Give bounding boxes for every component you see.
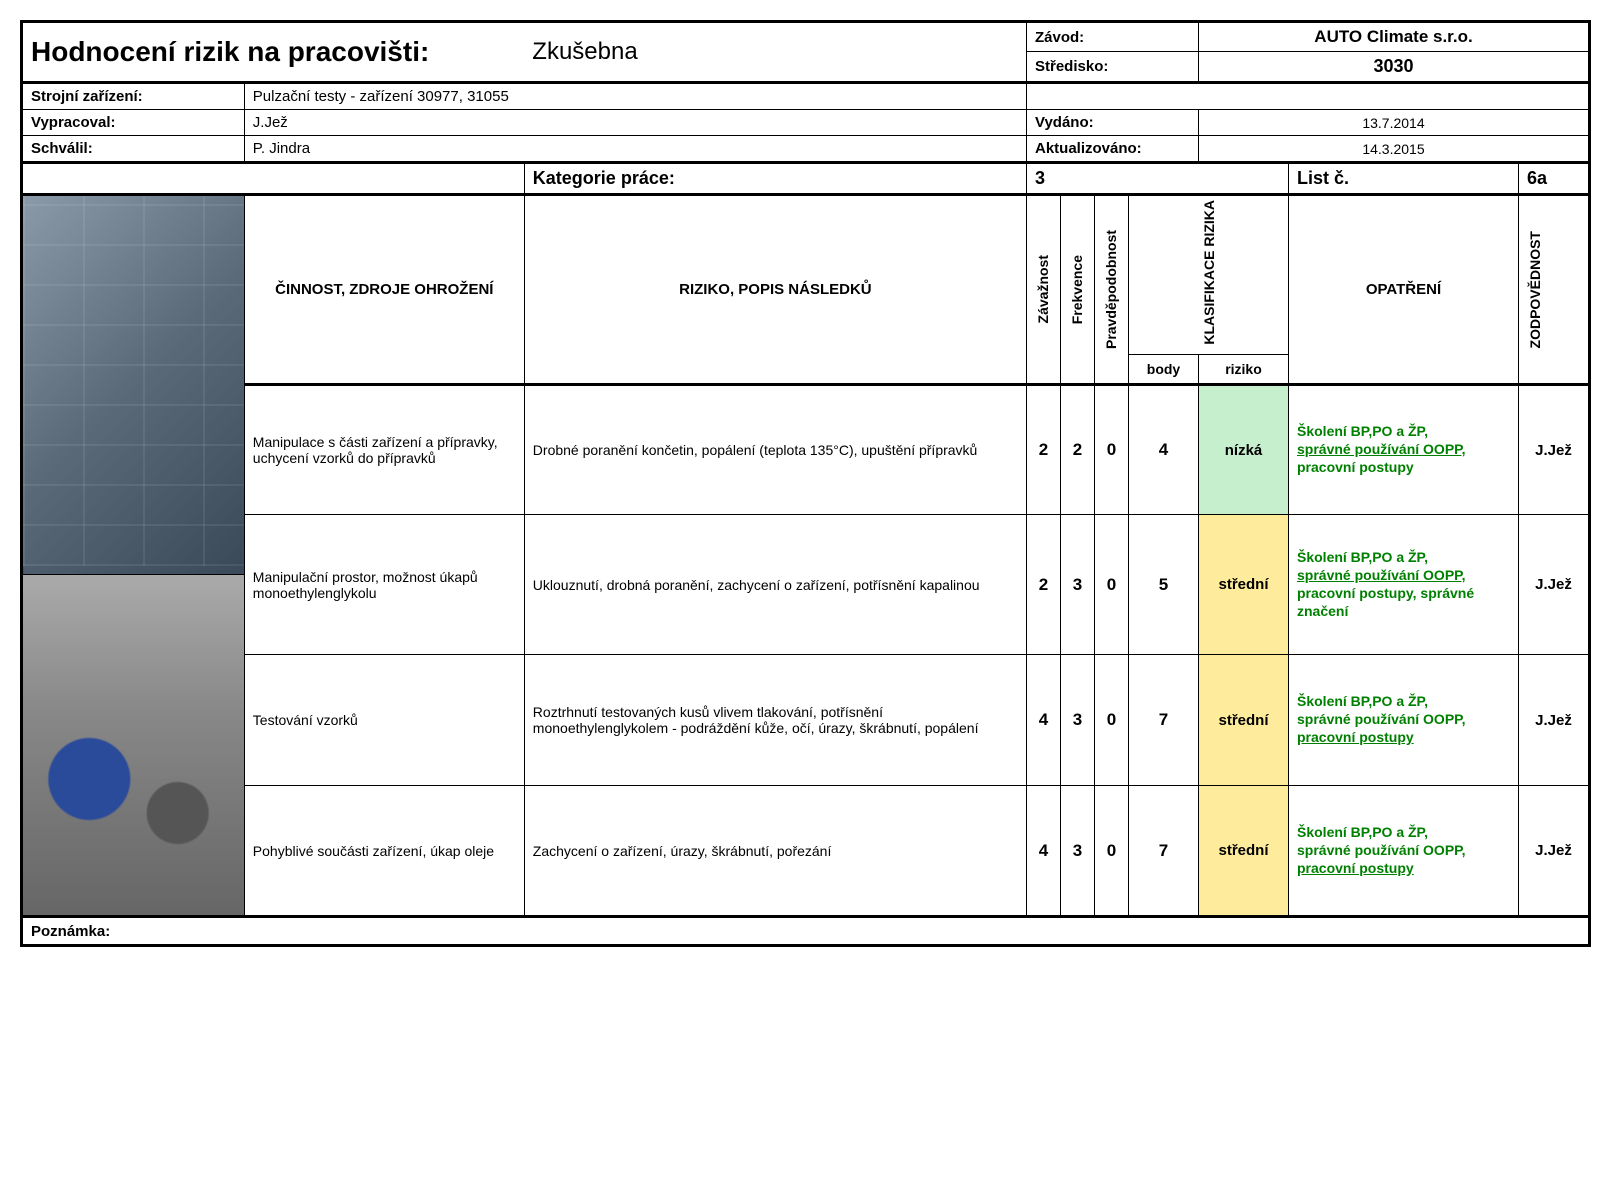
- equipment-image-top: [23, 195, 245, 575]
- vypracoval-label: Vypracoval:: [23, 110, 245, 136]
- activity-cell: Pohyblivé součásti zařízení, úkap oleje: [244, 786, 524, 917]
- frequency-cell: 3: [1061, 786, 1095, 917]
- activity-cell: Manipulační prostor, možnost úkapů monoe…: [244, 515, 524, 655]
- col-activity: ČINNOST, ZDROJE OHROŽENÍ: [244, 195, 524, 385]
- col-body: body: [1129, 355, 1199, 385]
- vydano-value: 13.7.2014: [1199, 110, 1589, 136]
- assessment-sheet: Hodnocení rizik na pracovišti: Zkušebna …: [20, 20, 1591, 947]
- list-value: 6a: [1519, 163, 1589, 195]
- consequence-cell: Uklouznutí, drobná poranění, zachycení o…: [524, 515, 1026, 655]
- aktual-value: 14.3.2015: [1199, 136, 1589, 163]
- score-cell: 7: [1129, 655, 1199, 786]
- main-table: Hodnocení rizik na pracovišti: Zkušebna …: [22, 22, 1589, 945]
- measure-cell: Školení BP,PO a ŽP, správné používání OO…: [1289, 385, 1519, 515]
- risk-level-cell: střední: [1199, 515, 1289, 655]
- col-responsibility: ZODPOVĚDNOST: [1519, 195, 1589, 385]
- probability-cell: 0: [1095, 515, 1129, 655]
- frequency-cell: 3: [1061, 655, 1095, 786]
- poznamka-label: Poznámka:: [23, 917, 1589, 945]
- responsibility-cell: J.Jež: [1519, 515, 1589, 655]
- probability-cell: 0: [1095, 655, 1129, 786]
- stredisko-label: Středisko:: [1027, 52, 1199, 83]
- risk-level-cell: nízká: [1199, 385, 1289, 515]
- schvalil-value: P. Jindra: [244, 136, 1026, 163]
- measure-cell: Školení BP,PO a ŽP, správné používání OO…: [1289, 655, 1519, 786]
- kategorie-label: Kategorie práce:: [524, 163, 1026, 195]
- score-cell: 4: [1129, 385, 1199, 515]
- schvalil-label: Schválil:: [23, 136, 245, 163]
- risk-level-cell: střední: [1199, 655, 1289, 786]
- severity-cell: 2: [1027, 515, 1061, 655]
- measure-cell: Školení BP,PO a ŽP, správné používání OO…: [1289, 786, 1519, 917]
- zavod-value: AUTO Climate s.r.o.: [1199, 23, 1589, 52]
- main-title: Hodnocení rizik na pracovišti:: [23, 23, 525, 83]
- col-risk-desc: RIZIKO, POPIS NÁSLEDKŮ: [524, 195, 1026, 385]
- col-riziko: riziko: [1199, 355, 1289, 385]
- aktual-label: Aktualizováno:: [1027, 136, 1199, 163]
- empty-cell: [1027, 83, 1589, 110]
- severity-cell: 2: [1027, 385, 1061, 515]
- kategorie-value: 3: [1027, 163, 1289, 195]
- probability-cell: 0: [1095, 385, 1129, 515]
- location: Zkušebna: [524, 23, 1026, 83]
- score-cell: 5: [1129, 515, 1199, 655]
- list-label: List č.: [1289, 163, 1519, 195]
- image-placeholder-icon: [23, 196, 244, 566]
- probability-cell: 0: [1095, 786, 1129, 917]
- consequence-cell: Roztrhnutí testovaných kusů vlivem tlako…: [524, 655, 1026, 786]
- risk-level-cell: střední: [1199, 786, 1289, 917]
- col-classification: KLASIFIKACE RIZIKA: [1129, 195, 1289, 355]
- col-severity: Závažnost: [1027, 195, 1061, 385]
- empty-cell: [23, 163, 525, 195]
- frequency-cell: 2: [1061, 385, 1095, 515]
- vypracoval-value: J.Jež: [244, 110, 1026, 136]
- consequence-cell: Zachycení o zařízení, úrazy, škrábnutí, …: [524, 786, 1026, 917]
- strojni-label: Strojní zařízení:: [23, 83, 245, 110]
- measure-cell: Školení BP,PO a ŽP, správné používání OO…: [1289, 515, 1519, 655]
- col-measures: OPATŘENÍ: [1289, 195, 1519, 385]
- severity-cell: 4: [1027, 786, 1061, 917]
- severity-cell: 4: [1027, 655, 1061, 786]
- equipment-image-bottom: [23, 575, 245, 917]
- score-cell: 7: [1129, 786, 1199, 917]
- activity-cell: Manipulace s části zařízení a přípravky,…: [244, 385, 524, 515]
- zavod-label: Závod:: [1027, 23, 1199, 52]
- vydano-label: Vydáno:: [1027, 110, 1199, 136]
- frequency-cell: 3: [1061, 515, 1095, 655]
- responsibility-cell: J.Jež: [1519, 786, 1589, 917]
- responsibility-cell: J.Jež: [1519, 655, 1589, 786]
- activity-cell: Testování vzorků: [244, 655, 524, 786]
- stredisko-value: 3030: [1199, 52, 1589, 83]
- consequence-cell: Drobné poranění končetin, popálení (tepl…: [524, 385, 1026, 515]
- image-placeholder-icon: [23, 575, 244, 915]
- responsibility-cell: J.Jež: [1519, 385, 1589, 515]
- strojni-value: Pulzační testy - zařízení 30977, 31055: [244, 83, 1026, 110]
- col-probability: Pravděpodobnost: [1095, 195, 1129, 385]
- col-frequency: Frekvence: [1061, 195, 1095, 385]
